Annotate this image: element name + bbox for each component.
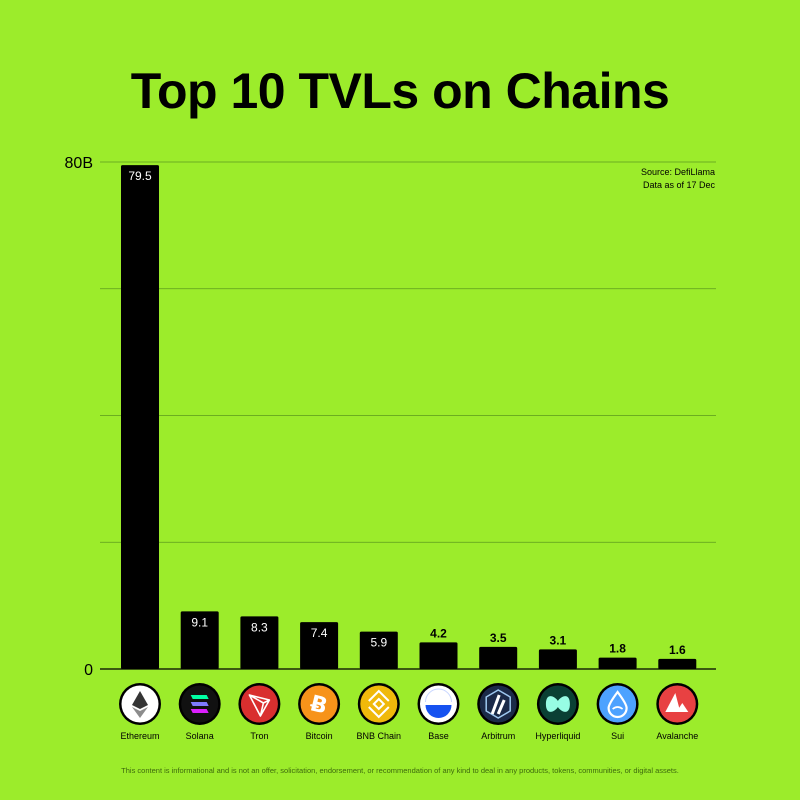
sui-icon bbox=[596, 683, 639, 725]
source-line: Source: DefiLlama bbox=[640, 167, 715, 177]
bnb-chain-icon bbox=[357, 683, 400, 725]
bar-value-label: 3.1 bbox=[550, 633, 567, 647]
bar-value-label: 3.5 bbox=[490, 631, 507, 645]
sui-drop bbox=[607, 690, 628, 719]
bar-value-label: 1.6 bbox=[669, 643, 686, 657]
hyperliquid-shape bbox=[545, 696, 570, 712]
base-half-disc bbox=[425, 705, 452, 718]
bar bbox=[538, 649, 577, 669]
ethereum-diamond-top bbox=[132, 691, 148, 709]
icon-fill bbox=[479, 685, 517, 723]
tron-icon bbox=[238, 683, 281, 725]
bar bbox=[300, 622, 339, 669]
x-tick-label: Hyperliquid bbox=[535, 731, 580, 741]
ethereum-diamond-bottom bbox=[132, 707, 148, 718]
bar bbox=[359, 631, 398, 669]
x-tick-label: BNB Chain bbox=[357, 731, 402, 741]
bar-value-label: 8.3 bbox=[251, 620, 268, 634]
icon-fill bbox=[360, 685, 398, 723]
x-tick-label: Avalanche bbox=[656, 731, 698, 741]
hyperliquid-icon bbox=[536, 683, 579, 725]
bar bbox=[180, 611, 219, 669]
solana-stripe bbox=[190, 709, 209, 713]
bar-value-label: 5.9 bbox=[370, 636, 387, 650]
bitcoin-icon: Ƀ bbox=[298, 683, 341, 725]
bar bbox=[240, 616, 279, 669]
x-tick-label: Ethereum bbox=[120, 731, 159, 741]
x-tick-label: Bitcoin bbox=[306, 731, 333, 741]
bar-value-label: 7.4 bbox=[311, 626, 328, 640]
bar bbox=[121, 165, 159, 669]
solana-stripe bbox=[190, 695, 209, 699]
tron-triangle bbox=[248, 694, 271, 717]
bar-value-label: 79.5 bbox=[128, 169, 152, 183]
base-arc bbox=[425, 688, 452, 703]
arbitrum-strokes bbox=[490, 694, 506, 715]
avalanche-peak bbox=[665, 693, 681, 712]
data-date-line: Data as of 17 Dec bbox=[642, 180, 715, 190]
source-note: Source: DefiLlama Data as of 17 Dec bbox=[641, 166, 715, 192]
icon-fill bbox=[300, 685, 338, 723]
bar bbox=[419, 642, 458, 669]
arbitrum-icon bbox=[477, 683, 520, 725]
bar-value-label: 1.8 bbox=[609, 642, 626, 656]
x-tick-label: Sui bbox=[611, 731, 624, 741]
avalanche-icon bbox=[656, 683, 699, 725]
avalanche-small-peak bbox=[676, 703, 689, 712]
x-tick-label: Tron bbox=[250, 731, 268, 741]
x-tick-label: Base bbox=[428, 731, 449, 741]
solana-stripe bbox=[190, 702, 209, 706]
bar bbox=[598, 657, 637, 669]
disclaimer: This content is informational and is not… bbox=[121, 766, 679, 775]
y-tick-label: 0 bbox=[84, 662, 93, 679]
bar bbox=[479, 646, 518, 669]
x-tick-label: Arbitrum bbox=[481, 731, 515, 741]
arbitrum-hex bbox=[485, 689, 511, 719]
icon-fill bbox=[599, 685, 637, 723]
solana-icon bbox=[178, 683, 221, 725]
bar-value-label: 9.1 bbox=[191, 615, 208, 629]
bar bbox=[658, 658, 697, 669]
bar-value-label: 4.2 bbox=[430, 626, 447, 640]
x-tick-label: Solana bbox=[186, 731, 214, 741]
bitcoin-symbol: Ƀ bbox=[308, 691, 330, 719]
sui-wave bbox=[612, 706, 624, 710]
base-icon bbox=[417, 683, 460, 725]
y-tick-label: 80B bbox=[65, 155, 93, 172]
ethereum-icon bbox=[119, 683, 161, 725]
bnb-chevrons bbox=[368, 689, 390, 719]
icon-fill bbox=[240, 685, 278, 723]
bnb-diamond bbox=[372, 697, 386, 711]
chart-title: Top 10 TVLs on Chains bbox=[130, 63, 670, 119]
